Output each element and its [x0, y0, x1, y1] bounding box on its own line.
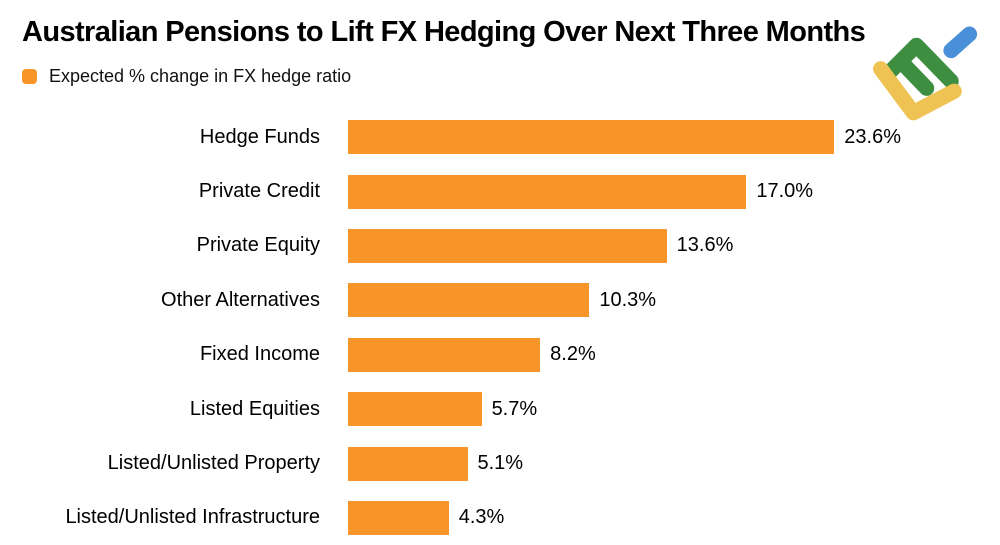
logo-blue-accent — [943, 26, 978, 59]
bar-value: 13.6% — [676, 234, 734, 257]
bar-track: 10.3% — [348, 283, 901, 318]
legend-swatch-icon — [22, 68, 37, 84]
logo-green-arm — [893, 54, 935, 96]
bar-value: 8.2% — [550, 343, 596, 366]
bar-value: 5.7% — [491, 397, 538, 420]
row-label: Listed/Unlisted Infrastructure — [65, 506, 320, 529]
chart-row: Private Equity 13.6% — [22, 219, 1000, 273]
legend: Expected % change in FX hedge ratio — [22, 65, 1000, 87]
bar-track: 5.1% — [348, 446, 901, 481]
row-label: Private Credit — [198, 180, 320, 203]
row-label: Other Alternatives — [161, 288, 320, 311]
row-label: Private Equity — [196, 234, 320, 257]
bar — [348, 228, 667, 263]
row-label: Fixed Income — [199, 343, 320, 366]
chart-row: Listed/Unlisted Infrastructure 4.3% — [22, 491, 1000, 545]
bar-track: 23.6% — [348, 120, 901, 155]
bar-track: 4.3% — [348, 500, 901, 535]
bar-chart: Hedge Funds 23.6% Private Credit 17.0% P… — [22, 110, 1000, 545]
logo-yellow-check — [873, 61, 962, 121]
bar-track: 5.7% — [348, 392, 901, 427]
chart-rows: Hedge Funds 23.6% Private Credit 17.0% P… — [22, 110, 1000, 545]
bar — [348, 174, 747, 209]
legend-label: Expected % change in FX hedge ratio — [49, 65, 352, 86]
bar-value: 10.3% — [599, 288, 657, 311]
row-label: Listed/Unlisted Property — [107, 452, 320, 475]
chart-row: Listed Equities 5.7% — [22, 382, 1000, 436]
bar — [348, 120, 835, 155]
bar-track: 8.2% — [348, 337, 901, 372]
bar — [348, 337, 541, 372]
row-label: Hedge Funds — [199, 125, 320, 148]
bar-value: 4.3% — [458, 506, 505, 529]
bar-value: 5.1% — [477, 452, 524, 475]
chart-title: Australian Pensions to Lift FX Hedging O… — [22, 16, 866, 48]
bar-value: 17.0% — [756, 180, 814, 203]
bar — [348, 283, 590, 318]
row-label: Listed Equities — [189, 397, 320, 420]
litefinance-logo — [873, 26, 978, 121]
chart-row: Listed/Unlisted Property 5.1% — [22, 436, 1000, 490]
chart-row: Other Alternatives 10.3% — [22, 273, 1000, 327]
bar — [348, 500, 449, 535]
chart-row: Fixed Income 8.2% — [22, 328, 1000, 382]
bar-track: 13.6% — [348, 228, 901, 263]
chart-row: Private Credit 17.0% — [22, 164, 1000, 218]
bar — [348, 392, 482, 427]
bar-value: 23.6% — [844, 125, 901, 148]
bar-track: 17.0% — [348, 174, 901, 209]
chart-row: Hedge Funds 23.6% — [22, 110, 1000, 164]
bar — [348, 446, 468, 481]
